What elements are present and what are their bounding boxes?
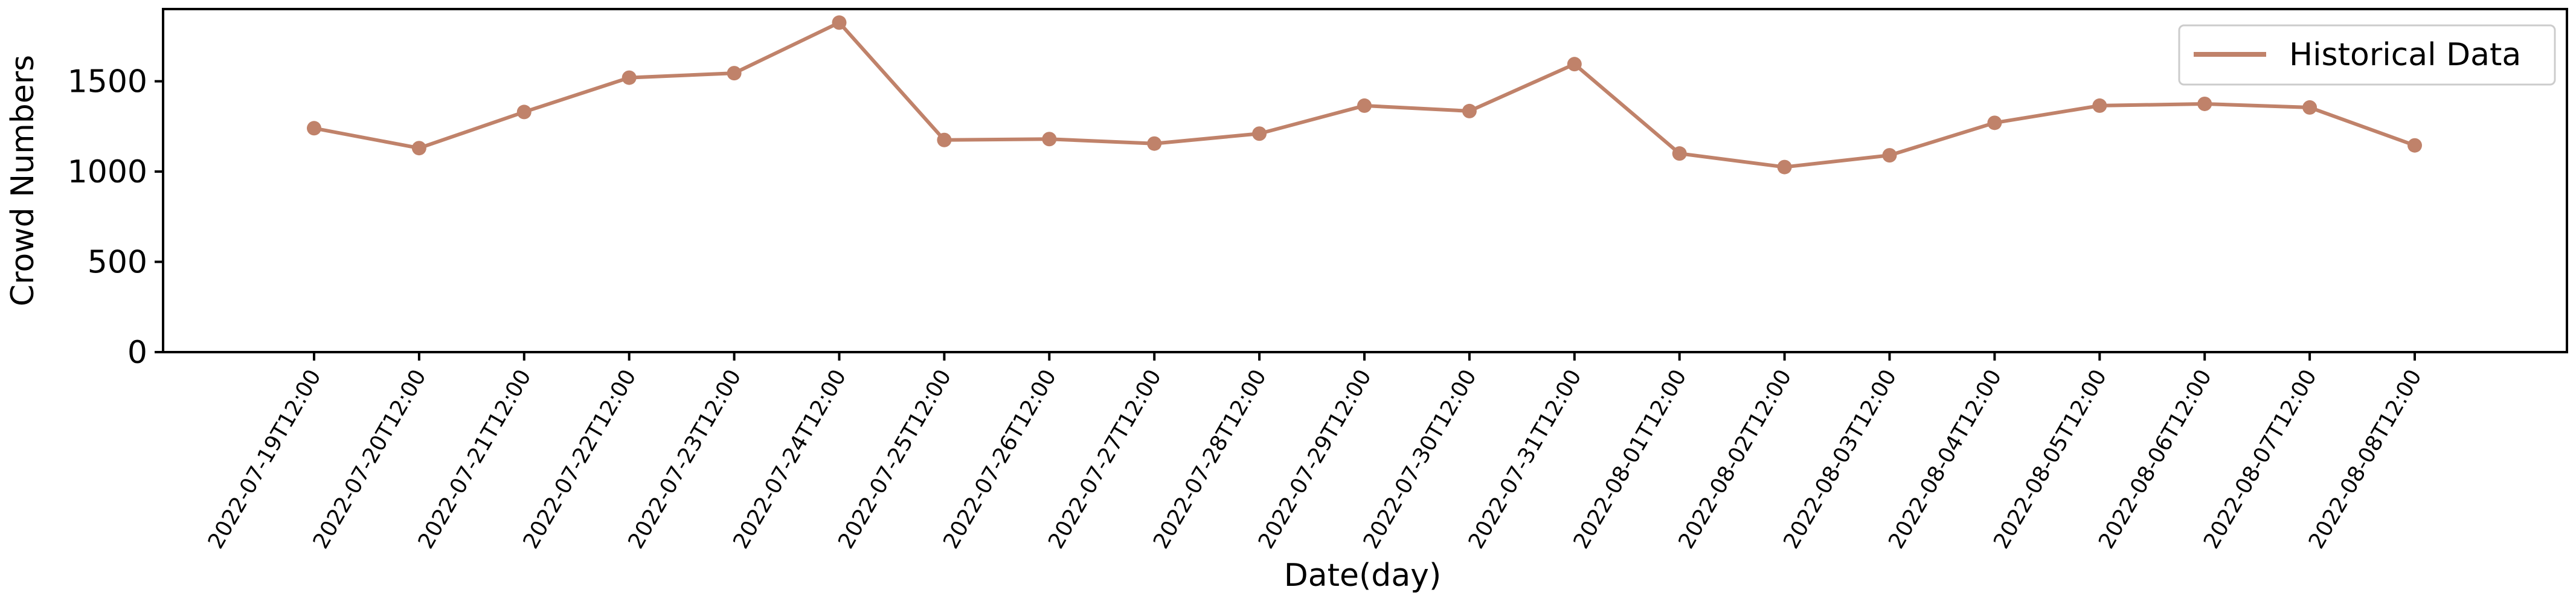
x-tick-label: 2022-07-27T12:00: [1044, 365, 1166, 553]
data-point: [2092, 98, 2107, 113]
legend-label: Historical Data: [2289, 37, 2521, 73]
x-tick-label: 2022-08-04T12:00: [1884, 365, 2006, 553]
x-tick-label: 2022-08-08T12:00: [2304, 365, 2427, 553]
data-point: [307, 121, 321, 136]
x-tick-label: 2022-07-24T12:00: [728, 365, 851, 553]
data-point: [1042, 132, 1057, 147]
x-tick-label: 2022-07-23T12:00: [623, 365, 746, 553]
series-layer: [307, 15, 2422, 175]
x-tick-label: 2022-08-07T12:00: [2199, 365, 2322, 553]
x-tick-label: 2022-07-22T12:00: [519, 365, 641, 553]
data-point: [1567, 57, 1582, 72]
x-axis: 2022-07-19T12:002022-07-20T12:002022-07-…: [204, 352, 2427, 553]
y-tick-label: 1000: [68, 154, 147, 190]
x-tick-label: 2022-08-02T12:00: [1674, 365, 1796, 553]
data-point: [1672, 146, 1687, 161]
data-point: [2407, 138, 2422, 153]
plot-background: [163, 9, 2567, 352]
data-point: [1147, 136, 1162, 151]
data-point: [622, 70, 637, 85]
x-tick-label: 2022-07-26T12:00: [939, 365, 1061, 553]
data-point: [1777, 159, 1792, 175]
data-point: [727, 66, 742, 81]
y-tick-label: 500: [88, 245, 147, 281]
x-tick-label: 2022-07-30T12:00: [1359, 365, 1482, 553]
data-point: [1357, 98, 1372, 113]
data-point: [2197, 96, 2212, 111]
y-axis-label: Crowd Numbers: [5, 55, 41, 306]
x-tick-label: 2022-07-29T12:00: [1254, 365, 1376, 553]
data-point: [832, 15, 847, 30]
data-point: [1987, 115, 2002, 130]
x-tick-label: 2022-08-01T12:00: [1569, 365, 1692, 553]
data-point: [1252, 126, 1267, 141]
x-tick-label: 2022-07-19T12:00: [204, 365, 326, 553]
data-point: [1882, 148, 1897, 163]
x-tick-label: 2022-08-06T12:00: [2094, 365, 2217, 553]
y-tick-label: 1500: [68, 64, 147, 100]
data-point: [2302, 100, 2317, 115]
data-point: [516, 104, 532, 120]
x-tick-label: 2022-07-20T12:00: [309, 365, 431, 553]
x-tick-label: 2022-07-31T12:00: [1464, 365, 1587, 553]
data-point: [1462, 103, 1477, 118]
y-axis: 0 500 1000 1500: [68, 64, 163, 371]
x-tick-label: 2022-07-25T12:00: [834, 365, 956, 553]
y-tick-label: 0: [127, 335, 147, 371]
x-tick-label: 2022-08-05T12:00: [1989, 365, 2112, 553]
x-tick-label: 2022-08-03T12:00: [1779, 365, 1901, 553]
x-axis-label: Date(day): [1284, 557, 1442, 594]
data-point: [937, 132, 952, 147]
data-point: [411, 141, 426, 156]
x-tick-label: 2022-07-28T12:00: [1149, 365, 1271, 553]
legend: Historical Data: [2178, 24, 2556, 86]
legend-box: [2178, 24, 2556, 86]
x-tick-label: 2022-07-21T12:00: [414, 365, 536, 553]
